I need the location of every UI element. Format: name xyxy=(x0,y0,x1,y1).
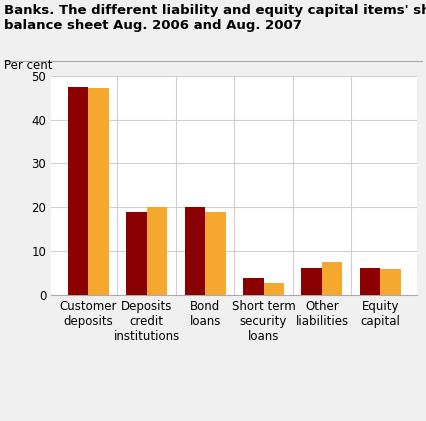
Bar xyxy=(243,278,264,295)
Bar xyxy=(205,212,225,295)
Bar xyxy=(264,283,284,295)
Bar xyxy=(88,88,109,295)
Bar xyxy=(302,268,322,295)
Bar xyxy=(184,207,205,295)
Bar xyxy=(360,268,380,295)
Bar xyxy=(68,87,88,295)
Text: Banks. The different liability and equity capital items' share of the
balance sh: Banks. The different liability and equit… xyxy=(4,4,426,32)
Text: Per cent: Per cent xyxy=(4,59,53,72)
Bar xyxy=(126,212,147,295)
Bar xyxy=(322,262,343,295)
Bar xyxy=(147,207,167,295)
Bar xyxy=(380,269,401,295)
